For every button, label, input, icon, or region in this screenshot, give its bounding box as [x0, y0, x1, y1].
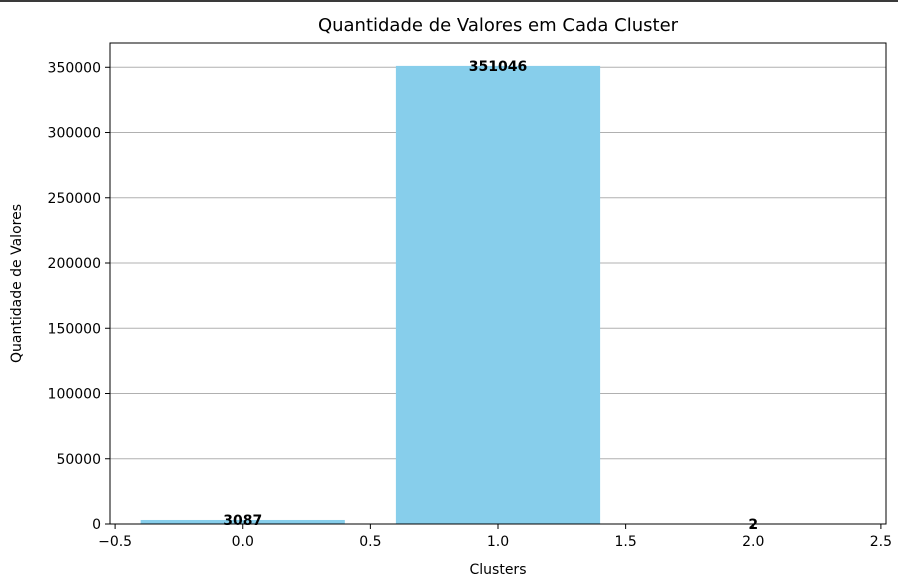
y-tick-label: 0 [92, 517, 101, 533]
bar [140, 519, 345, 524]
y-tick-label: 250000 [48, 191, 101, 207]
y-axis-ticks: 0 50000 100000 150000 200000 250000 300000 3500… [48, 60, 110, 533]
x-tick-label: 1.0 [487, 534, 509, 550]
y-tick-label: 100000 [48, 387, 101, 403]
x-tick-label: 0.5 [359, 534, 381, 550]
chart-title: Quantidade de Valores em Cada Cluster [318, 15, 679, 36]
x-tick-label: 2.5 [870, 534, 892, 550]
y-axis-label: Quantidade de Valores [9, 204, 25, 363]
x-tick-label: 1.5 [614, 534, 636, 550]
y-tick-label: 150000 [48, 321, 101, 337]
x-tick-label: 0.0 [232, 534, 254, 550]
x-axis-ticks: −0.5 0.0 0.5 1.0 1.5 2.0 2.5 [98, 524, 892, 550]
bar-value-label: 3087 [223, 513, 262, 529]
bar-value-labels: 3087 351046 2 [223, 59, 758, 533]
y-tick-label: 350000 [48, 60, 101, 76]
y-tick-label: 200000 [48, 256, 101, 272]
x-tick-label: −0.5 [98, 534, 132, 550]
bar-value-label: 2 [748, 517, 758, 533]
x-tick-label: 2.0 [742, 534, 764, 550]
bars [140, 65, 856, 524]
x-axis-label: Clusters [470, 562, 527, 578]
y-tick-label: 50000 [56, 452, 101, 468]
window-top-border [0, 0, 898, 2]
y-tick-label: 300000 [48, 126, 101, 142]
bar [395, 65, 601, 524]
bar-value-label: 351046 [469, 59, 527, 75]
